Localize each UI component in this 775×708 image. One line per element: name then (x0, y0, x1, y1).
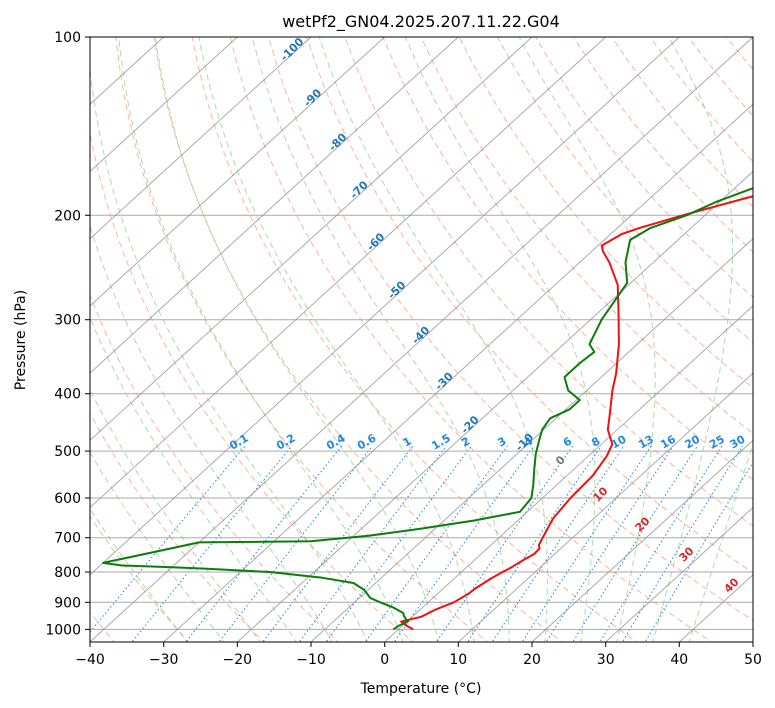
x-tick-label: 30 (597, 652, 615, 668)
y-tick-label: 1000 (45, 622, 81, 638)
moist-adiabat-line (90, 224, 333, 642)
isotherm-line (236, 170, 753, 642)
y-tick-label: 600 (54, 491, 81, 507)
x-tick-label: 10 (449, 652, 467, 668)
x-tick-label: −30 (149, 652, 179, 668)
y-tick-label: 900 (54, 595, 81, 611)
plot-frame (89, 36, 754, 643)
mixing-ratio-line (298, 445, 448, 642)
mixing-ratio-line (262, 445, 414, 642)
isotherm-line (604, 506, 753, 642)
y-axis-title: Pressure (hPa) (13, 290, 29, 390)
x-tick-label: −40 (75, 652, 105, 668)
x-tick-label: 50 (744, 652, 762, 668)
dry-adiabat-line (496, 37, 753, 344)
x-tick-label: 20 (523, 652, 541, 668)
dry-adiabat-line (153, 37, 564, 642)
dewpoint-profile-line (102, 187, 753, 631)
isotherm-line (457, 372, 753, 642)
x-tick-label: −10 (296, 652, 326, 668)
isotherm-line (90, 37, 753, 642)
y-tick-label: 400 (54, 387, 81, 403)
mixing-ratio-line (599, 445, 723, 642)
isotherm-line (383, 305, 753, 642)
y-tick-label: 200 (54, 208, 81, 224)
mixing-ratio-line (572, 445, 699, 642)
dry-adiabat-line (90, 412, 265, 642)
y-tick-label: 800 (54, 565, 81, 581)
isotherm-line (310, 237, 753, 642)
chart-title: wetPf2_GN04.2025.207.11.22.G04 (282, 12, 560, 32)
mixing-ratio-line (545, 445, 674, 642)
dry-adiabat-line (344, 37, 753, 527)
dry-adiabat-line (458, 37, 753, 389)
moist-adiabat-line (90, 64, 369, 642)
dry-adiabat-line (382, 37, 753, 481)
y-tick-label: 300 (54, 313, 81, 329)
dry-adiabat-line (535, 37, 753, 298)
isotherm-line (90, 37, 386, 307)
mixing-ratio-line (364, 445, 508, 642)
mixing-ratio-line (621, 445, 744, 642)
y-tick-label: 100 (54, 30, 81, 46)
mixing-ratio-line (435, 445, 574, 642)
isotherm-line (90, 37, 533, 441)
x-tick-label: −20 (223, 652, 253, 668)
y-tick-label: 700 (54, 531, 81, 547)
dry-adiabat-line (268, 37, 753, 622)
isotherm-line (90, 37, 460, 374)
mixing-ratio-line (521, 445, 652, 642)
dry-adiabat-line (306, 37, 753, 574)
isotherm-line (90, 37, 239, 173)
isotherm-line (90, 37, 312, 240)
dry-adiabat-line (420, 37, 753, 435)
y-tick-label: 500 (54, 444, 81, 460)
x-axis-title: Temperature (°C) (360, 681, 482, 697)
x-tick-label: 40 (670, 652, 688, 668)
temperature-profile-line (400, 195, 753, 631)
isotherm-line (90, 37, 607, 509)
mixing-ratio-line (90, 445, 246, 633)
isotherm-line (90, 37, 681, 576)
x-tick-label: 0 (380, 652, 389, 668)
isotherm-line (531, 439, 753, 642)
